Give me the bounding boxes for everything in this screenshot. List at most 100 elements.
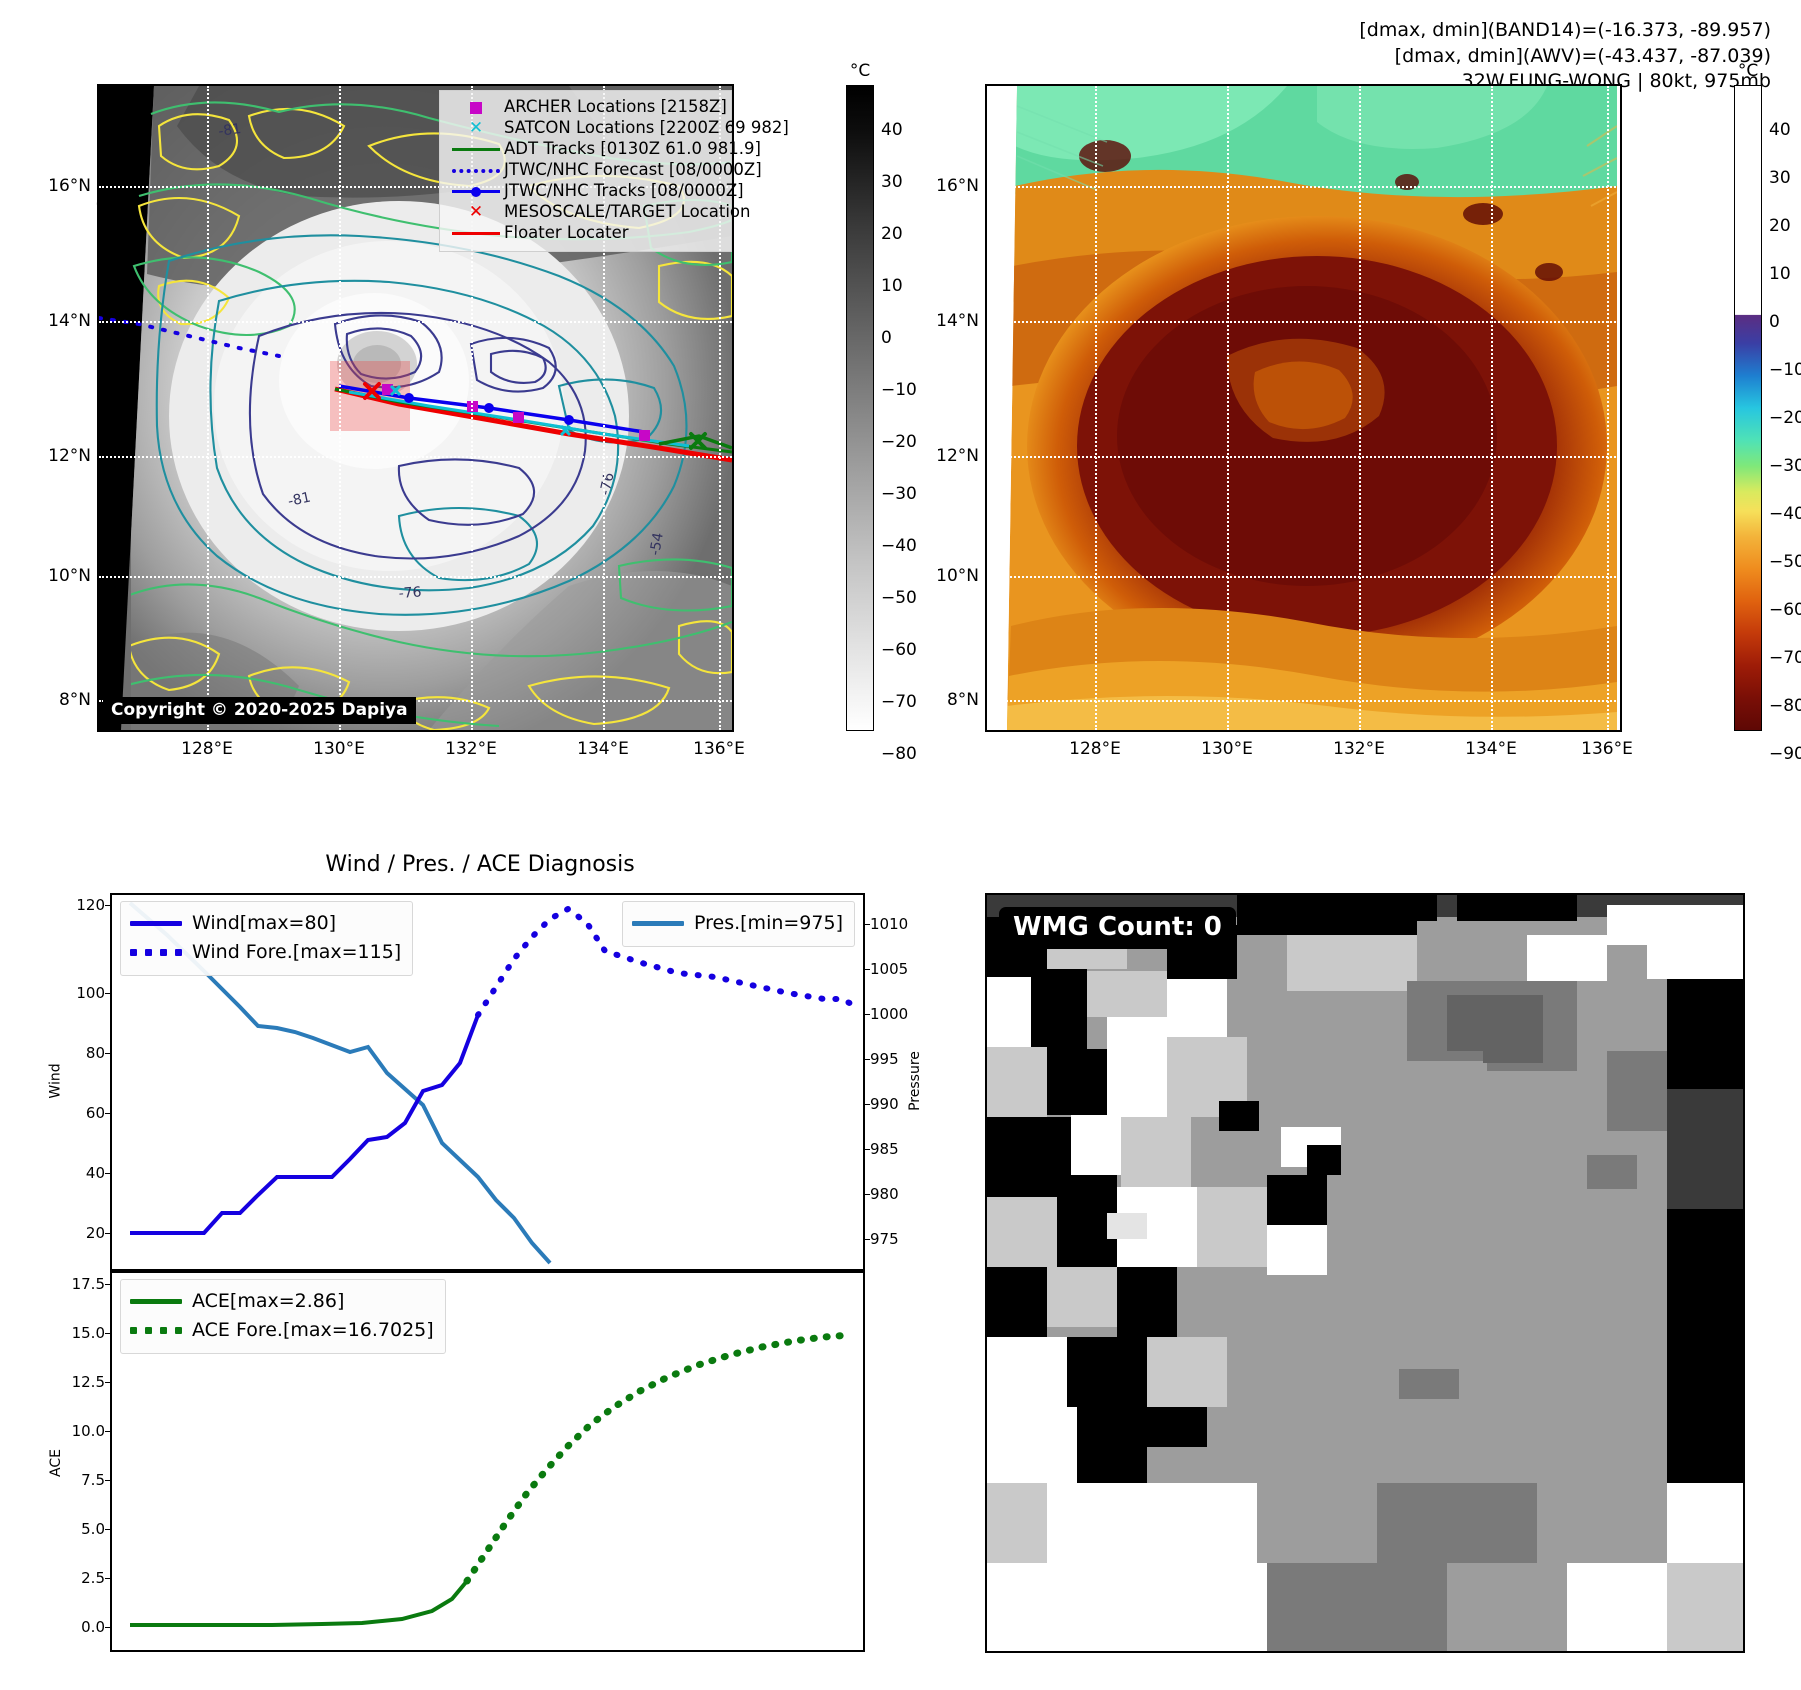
awv-image[interactable] <box>987 86 1620 730</box>
awv-panel: 16°N 14°N 12°N 10°N 8°N 128°E 130°E 132°… <box>936 84 1633 759</box>
svg-text:-76: -76 <box>597 471 617 497</box>
dmax-dmin-band14: [dmax, dmin](BAND14)=(-16.373, -89.957) <box>1359 19 1771 41</box>
awv-cbar-tick-8: −40 <box>1769 504 1801 524</box>
legend-label-adt: ADT Tracks [0130Z 61.0 981.9] <box>504 139 761 159</box>
wmg-count-badge: WMG Count: 0 <box>999 907 1236 949</box>
wind-pressure-plot <box>128 901 860 1265</box>
ace-tickmark-0 <box>105 1627 112 1628</box>
ace-ytick-1: 2.5 <box>81 1569 105 1587</box>
awv-cbar-tick-5: −10 <box>1769 360 1801 380</box>
legend-label-jtwc-forecast: JTWC/NHC Forecast [08/0000Z] <box>504 160 762 180</box>
awv-cbar-tick-6: −20 <box>1769 408 1801 428</box>
wind-tickmark-60 <box>105 1113 112 1114</box>
band14-colorbar: °C 40 30 20 10 0 −10 −20 −30 −40 −50 −60… <box>846 61 917 764</box>
band14-panel: -81 -76 -76 -81 -54 <box>48 84 789 759</box>
awv-cbar-tick-0: 40 <box>1769 120 1791 140</box>
awv-lon-tick-0: 128°E <box>1069 739 1121 759</box>
pres-tickmark-985 <box>863 1149 870 1150</box>
awv-cbar-tick-3: 10 <box>1769 264 1791 284</box>
legend-item-archer: ARCHER Locations [2158Z] <box>448 97 727 118</box>
band14-cbar-tick-7: −30 <box>881 484 917 504</box>
wind-legend-label-1: Wind Fore.[max=115] <box>192 941 402 963</box>
legend-label-satcon: SATCON Locations [2200Z 69 982] <box>504 118 789 138</box>
pressure-legend-label-0: Pres.[min=975] <box>694 912 843 934</box>
band14-lat-tick-4: 8°N <box>58 690 91 710</box>
satcon-x-icon: ✕ <box>468 118 484 138</box>
awv-lon-tick-3: 134°E <box>1465 739 1517 759</box>
wind-tickmark-120 <box>105 905 112 906</box>
mesoscale-x-icon: ✕ <box>468 202 484 222</box>
pres-tickmark-990 <box>863 1104 870 1105</box>
awv-lat-tick-0: 16°N <box>936 176 979 196</box>
wind-tickmark-20 <box>105 1233 112 1234</box>
ace-plot <box>130 1331 854 1627</box>
wind-solid-line-icon <box>130 921 192 926</box>
band14-lon-tick-1: 130°E <box>313 739 365 759</box>
pres-tickmark-1010 <box>863 924 870 925</box>
band14-lon-tick-3: 134°E <box>577 739 629 759</box>
awv-lat-tick-2: 12°N <box>936 446 979 466</box>
legend-item-jtwc-forecast: JTWC/NHC Forecast [08/0000Z] <box>448 160 762 181</box>
band14-cbar-tick-12: −80 <box>881 744 917 764</box>
ace-ytick-0: 0.0 <box>81 1618 105 1636</box>
awv-lat-tick-1: 14°N <box>936 311 979 331</box>
pressure-solid-line-icon <box>632 921 694 926</box>
legend-label-archer: ARCHER Locations [2158Z] <box>504 97 727 117</box>
ace-tickmark-15 <box>105 1333 112 1334</box>
band14-cbar-tick-8: −40 <box>881 536 917 556</box>
wind-tickmark-40 <box>105 1173 112 1174</box>
legend-item-jtwc-tracks: JTWC/NHC Tracks [08/0000Z] <box>448 181 744 202</box>
copyright-notice: Copyright © 2020-2025 Dapiya <box>103 697 416 724</box>
jtwc-tracks-line-dot-icon <box>448 190 504 193</box>
pressure-axis-label: Pressure <box>906 1051 923 1111</box>
awv-lat-tick-4: 8°N <box>946 690 979 710</box>
ace-tickmark-7p5 <box>105 1480 112 1481</box>
svg-text:-81: -81 <box>217 121 242 140</box>
awv-cbar-tick-12: −80 <box>1769 696 1801 716</box>
wind-legend: Wind[max=80] Wind Fore.[max=115] <box>120 901 414 976</box>
svg-text:-54: -54 <box>647 531 667 556</box>
ace-chart: 0.0 2.5 5.0 7.5 10.0 12.5 15.0 17.5 ACE[… <box>48 1271 865 1652</box>
awv-gridline-134E <box>1491 86 1493 730</box>
pres-ytick-975: 975 <box>870 1230 899 1248</box>
ace-forecast-dotted-line-icon <box>130 1327 192 1334</box>
band14-axes-frame: -81 -76 -76 -81 -54 <box>48 84 789 759</box>
pres-tickmark-980 <box>863 1194 870 1195</box>
pres-tickmark-995 <box>863 1059 870 1060</box>
ace-ytick-2: 5.0 <box>81 1520 105 1538</box>
ace-ytick-3: 7.5 <box>81 1471 105 1489</box>
band14-cbar-tick-3: 10 <box>881 276 903 296</box>
wmg-cluster-map[interactable] <box>987 895 1743 1651</box>
diagnosis-chart-title: Wind / Pres. / ACE Diagnosis <box>325 852 635 877</box>
awv-colorbar-title: °C <box>1737 61 1759 81</box>
wind-forecast-dotted-line-icon <box>130 949 192 956</box>
pres-tickmark-1005 <box>863 969 870 970</box>
legend-item-floater: Floater Locater <box>448 223 723 244</box>
awv-lon-tick-4: 136°E <box>1581 739 1633 759</box>
jtwc-forecast-dotted-line-icon <box>448 168 504 173</box>
band14-cbar-tick-10: −60 <box>881 640 917 660</box>
awv-cbar-tick-2: 20 <box>1769 216 1791 236</box>
awv-cbar-tick-11: −70 <box>1769 648 1801 668</box>
band14-colorbar-title: °C <box>849 61 871 81</box>
band14-lat-tick-1: 14°N <box>48 311 91 331</box>
wind-legend-row-1: Wind Fore.[max=115] <box>130 938 401 967</box>
legend-item-adt: ADT Tracks [0130Z 61.0 981.9] <box>448 139 761 160</box>
band14-cbar-tick-0: 40 <box>881 120 903 140</box>
awv-gridline-136E <box>1607 86 1609 730</box>
pressure-legend-row-0: Pres.[min=975] <box>632 909 843 938</box>
pres-tickmark-975 <box>863 1239 870 1240</box>
band14-colorbar-strip <box>846 85 874 731</box>
awv-cbar-tick-7: −30 <box>1769 456 1801 476</box>
pressure-legend: Pres.[min=975] <box>622 901 855 947</box>
wind-ytick-80: 80 <box>85 1044 105 1062</box>
awv-colorbar-strip <box>1734 85 1762 731</box>
band14-gridline-10N <box>99 576 732 578</box>
wind-pressure-axes-frame: 20 40 60 80 100 120 975 980 985 990 995 … <box>76 893 908 1271</box>
awv-gridline-12N <box>987 456 1620 458</box>
band14-cbar-tick-9: −50 <box>881 588 917 608</box>
band14-cbar-tick-2: 20 <box>881 224 903 244</box>
awv-colorbar: °C 40 30 20 10 0 −10 −20 −30 −40 −50 −60… <box>1734 61 1801 764</box>
band14-lon-tick-4: 136°E <box>693 739 745 759</box>
wind-ytick-20: 20 <box>85 1224 105 1242</box>
